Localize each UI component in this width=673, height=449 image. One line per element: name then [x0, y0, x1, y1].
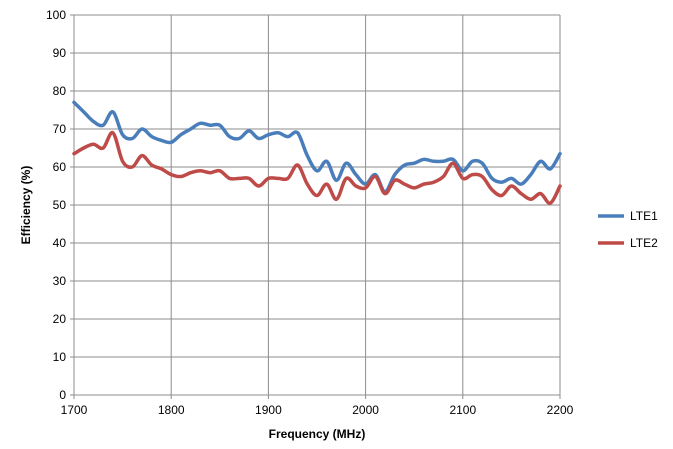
- y-tick-label: 50: [53, 198, 67, 212]
- legend: LTE1 LTE2: [598, 209, 658, 250]
- y-axis-title: Efficiency (%): [19, 166, 33, 245]
- y-tick-label: 80: [53, 84, 67, 98]
- x-tick-label: 2000: [352, 403, 379, 417]
- x-tick-label: 1900: [255, 403, 282, 417]
- legend-label-lte2: LTE2: [630, 236, 658, 250]
- y-tick-label: 20: [53, 312, 67, 326]
- tick-labels: 0 10 20 30 40 50 60 70 80 90 100 1700 1800 1900 2000 21…: [46, 8, 574, 417]
- y-tick-label: 30: [53, 274, 67, 288]
- y-tick-label: 10: [53, 350, 67, 364]
- y-tick-label: 60: [53, 160, 67, 174]
- series-line-lte1: [72, 100, 562, 194]
- y-tick-label: 90: [53, 46, 67, 60]
- y-tick-label: 70: [53, 122, 67, 136]
- y-tick-label: 100: [46, 8, 66, 22]
- legend-label-lte1: LTE1: [630, 209, 658, 223]
- x-tick-label: 2200: [547, 403, 574, 417]
- series-lines: [72, 100, 562, 205]
- y-tick-label: 0: [59, 388, 66, 402]
- series-line-lte2: [72, 130, 562, 205]
- y-tick-label: 40: [53, 236, 67, 250]
- x-tick-label: 1800: [158, 403, 185, 417]
- x-tick-label: 2100: [449, 403, 476, 417]
- axes: [70, 14, 561, 399]
- x-axis-title: Frequency (MHz): [269, 427, 366, 441]
- grid-lines: [74, 14, 561, 395]
- x-tick-label: 1700: [61, 403, 88, 417]
